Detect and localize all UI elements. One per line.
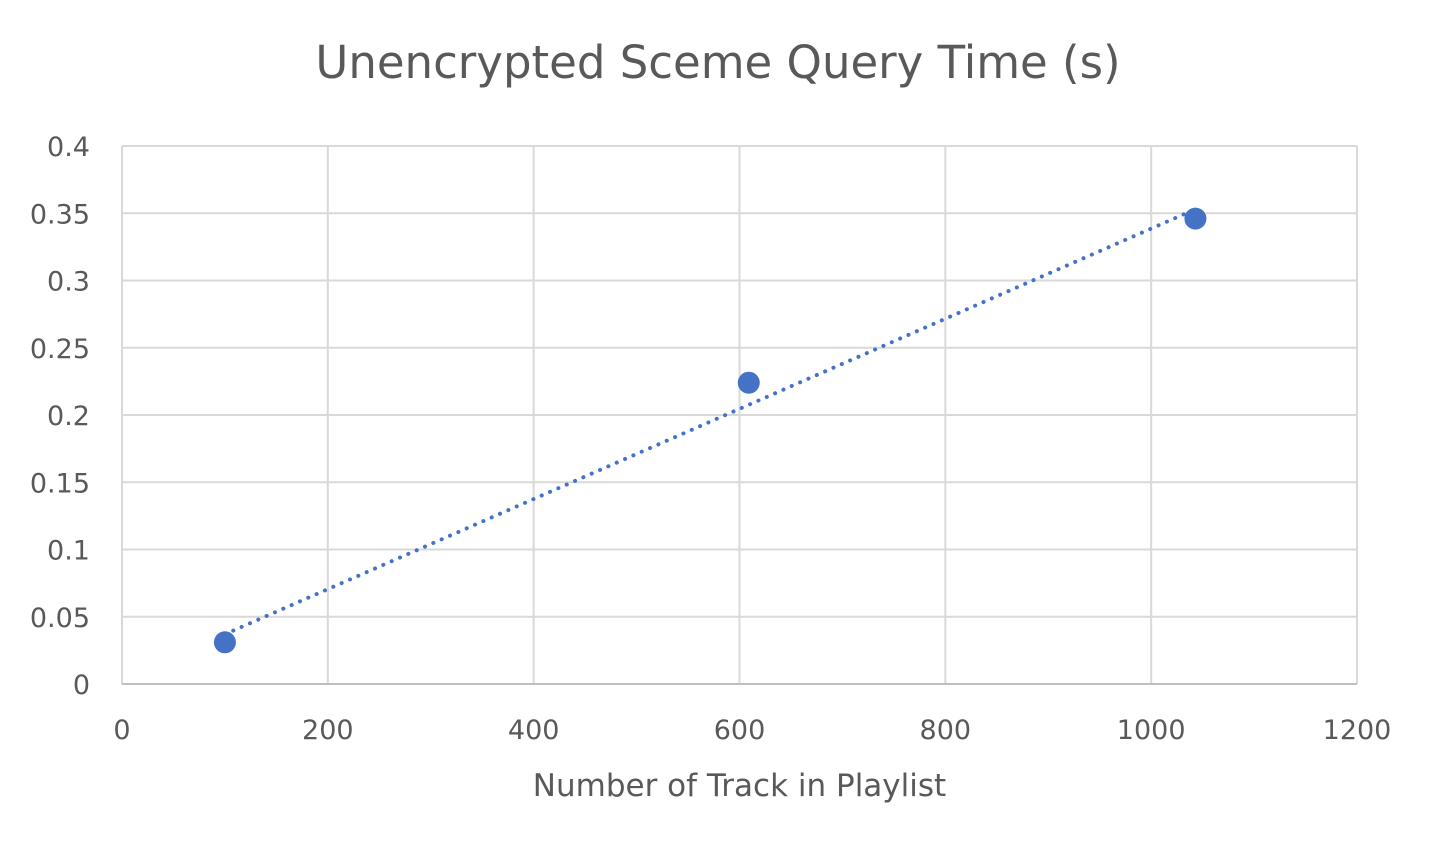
y-tick-label: 0.15	[30, 468, 90, 499]
y-tick-label: 0.05	[30, 603, 90, 634]
y-tick-label: 0.2	[47, 401, 90, 432]
y-tick-label: 0	[73, 670, 90, 701]
x-tick-label: 1200	[1323, 715, 1392, 746]
x-tick-label: 800	[920, 715, 972, 746]
y-tick-label: 0.3	[47, 267, 90, 298]
x-tick-label: 400	[508, 715, 560, 746]
trendline	[222, 207, 1198, 637]
x-tick-label: 200	[302, 715, 354, 746]
x-tick-label: 1000	[1117, 715, 1186, 746]
x-axis-title: Number of Track in Playlist	[532, 768, 947, 804]
data-point	[737, 371, 760, 394]
y-tick-label: 0.35	[30, 199, 90, 230]
data-point	[1184, 207, 1207, 230]
x-tick-label: 600	[714, 715, 766, 746]
data-point	[213, 631, 236, 654]
y-tick-label: 0.1	[47, 536, 90, 567]
chart-title: Unencrypted Sceme Query Time (s)	[315, 36, 1121, 89]
x-tick-label: 0	[113, 715, 130, 746]
y-tick-label: 0.25	[30, 334, 90, 365]
y-tick-label: 0.4	[47, 132, 90, 163]
